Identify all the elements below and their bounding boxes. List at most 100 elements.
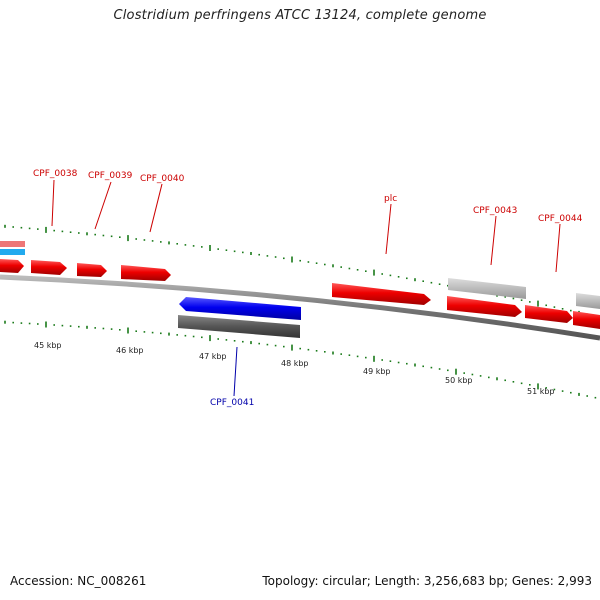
gene-arrow-cpf0043[interactable]: [447, 296, 522, 317]
forward-minor-tick: [266, 255, 269, 257]
forward-minor-tick: [225, 249, 228, 251]
kbp-minor-tick: [28, 322, 31, 325]
gene-arrow-cpf0044[interactable]: [525, 305, 573, 323]
gene-dark-cpf0041[interactable]: [178, 315, 300, 338]
forward-minor-tick: [422, 280, 424, 282]
gene-arrow-cpf0037[interactable]: [0, 259, 24, 273]
kbp-minor-tick: [119, 329, 121, 331]
gene-label-cpf0043[interactable]: CPF_0043: [473, 206, 517, 216]
gene-arrow-cpf0038[interactable]: [31, 260, 67, 275]
forward-minor-tick: [258, 253, 260, 256]
kbp-minor-tick: [315, 350, 318, 352]
gene-label-cpf0039[interactable]: CPF_0039: [88, 171, 133, 181]
pseudo-genes[interactable]: [448, 278, 600, 309]
kbp-minor-tick: [553, 388, 556, 391]
forward-minor-tick: [94, 233, 96, 236]
kbp-minor-tick: [274, 344, 277, 347]
kbp-minor-tick: [578, 392, 580, 396]
gene-label-cpf0040[interactable]: CPF_0040: [140, 174, 185, 184]
kbp-minor-tick: [586, 395, 588, 397]
kbp-minor-tick: [381, 359, 383, 361]
forward-minor-tick: [553, 306, 556, 308]
kbp-minor-tick: [496, 377, 498, 381]
reverse-genes[interactable]: [178, 297, 301, 338]
kbp-minor-tick: [266, 343, 269, 346]
kbp-label-51: 51 kbp: [527, 387, 555, 396]
kbp-minor-tick: [168, 332, 170, 336]
gene-arrow-cpf0039[interactable]: [77, 263, 107, 277]
forward-minor-tick: [168, 241, 170, 245]
forward-minor-tick: [242, 251, 244, 254]
forward-minor-tick: [201, 246, 203, 248]
gene-label-cpf0044[interactable]: CPF_0044: [538, 214, 583, 224]
kbp-minor-tick: [258, 342, 260, 345]
forward-minor-tick: [324, 263, 326, 266]
kbp-label-45: 45 kbp: [34, 341, 62, 350]
kbp-minor-tick: [250, 341, 252, 345]
kbp-minor-tick: [78, 325, 80, 328]
forward-minor-tick: [110, 235, 113, 238]
genome-backbone: [0, 274, 600, 341]
kbp-minor-tick: [135, 330, 137, 332]
edge-gene-pink[interactable]: [0, 241, 25, 247]
forward-minor-tick: [438, 283, 441, 285]
edge-gene-cyan[interactable]: [0, 249, 25, 255]
gene-label-plc[interactable]: plc: [384, 194, 397, 204]
gene-label-cpf0038[interactable]: CPF_0038: [33, 169, 78, 179]
kbp-minor-tick: [102, 327, 105, 330]
forward-minor-tick: [389, 274, 392, 277]
forward-genes[interactable]: [0, 259, 600, 329]
kbp-minor-tick: [389, 360, 392, 362]
kbp-minor-tick: [471, 373, 474, 376]
forward-minor-tick: [192, 245, 195, 247]
edge-genes-left[interactable]: [0, 241, 25, 255]
kbp-minor-tick: [561, 390, 564, 392]
forward-minor-tick: [365, 270, 367, 272]
forward-minor-tick: [53, 229, 55, 232]
genome-summary-text: Topology: circular; Length: 3,256,683 bp…: [262, 574, 592, 588]
accession-text: Accession: NC_008261: [10, 574, 147, 588]
forward-minor-tick: [570, 309, 572, 312]
forward-minor-tick: [37, 228, 39, 230]
kbp-major-tick: [455, 368, 457, 375]
gene-arrow-cpf0040[interactable]: [121, 265, 171, 281]
kbp-labels: 45 kbp 46 kbp 47 kbp 48 kbp 49 kbp 50 kb…: [34, 341, 555, 396]
kbp-minor-tick: [438, 368, 441, 370]
forward-minor-tick: [176, 243, 178, 245]
forward-minor-tick: [356, 269, 359, 271]
kbp-minor-tick: [332, 351, 334, 355]
kbp-minor-tick: [69, 325, 72, 327]
kbp-minor-tick: [217, 338, 219, 340]
kbp-minor-tick: [307, 348, 310, 351]
kbp-minor-tick: [151, 331, 154, 334]
forward-minor-tick: [135, 238, 137, 240]
forward-minor-tick: [561, 308, 564, 310]
forward-minor-tick: [4, 224, 6, 228]
gene-arrow-cpf0045[interactable]: [573, 311, 600, 329]
kbp-minor-tick: [414, 363, 416, 367]
forward-minor-tick: [233, 250, 236, 253]
kbp-minor-tick: [20, 322, 23, 324]
gene-label-cpf0041[interactable]: CPF_0041: [210, 398, 254, 408]
forward-minor-tick: [299, 259, 301, 262]
forward-minor-tick: [283, 257, 285, 260]
forward-minor-tick: [28, 227, 31, 230]
kbp-minor-tick: [504, 379, 506, 382]
gene-arrow-plc[interactable]: [332, 283, 431, 305]
forward-minor-tick: [69, 231, 72, 233]
kbp-minor-tick: [340, 353, 342, 355]
forward-minor-tick: [447, 284, 449, 287]
forward-minor-tick: [61, 230, 64, 233]
forward-minor-tick: [520, 299, 523, 301]
gene-grey-right[interactable]: [576, 293, 600, 309]
kbp-minor-tick: [488, 376, 490, 379]
forward-minor-tick: [250, 252, 252, 255]
gene-grey-cpf0043[interactable]: [448, 278, 526, 299]
kbp-minor-tick: [570, 391, 572, 394]
forward-minor-tick: [20, 226, 23, 229]
gene-arrow-cpf0041[interactable]: [179, 297, 301, 320]
kbp-minor-tick: [110, 328, 113, 330]
kbp-minor-tick: [529, 384, 531, 386]
map-title: Clostridium perfringens ATCC 13124, comp…: [113, 8, 487, 23]
